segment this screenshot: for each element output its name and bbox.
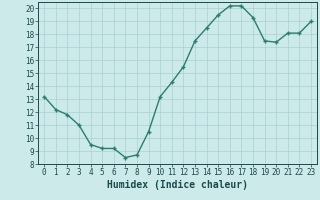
X-axis label: Humidex (Indice chaleur): Humidex (Indice chaleur) [107, 180, 248, 190]
